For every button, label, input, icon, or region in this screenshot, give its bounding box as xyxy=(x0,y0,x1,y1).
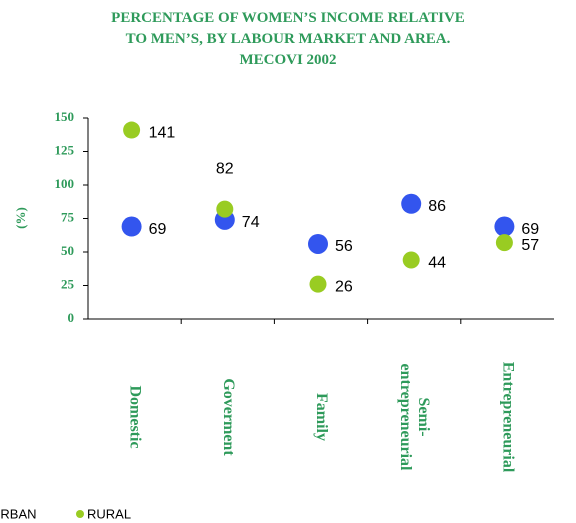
y-axis-label: (%) xyxy=(13,207,28,229)
y-tick-label: 25 xyxy=(61,276,75,291)
y-tick-label: 100 xyxy=(55,176,75,191)
title-line: PERCENTAGE OF WOMEN’S INCOME RELATIVE xyxy=(111,10,465,26)
value-label: 86 xyxy=(428,198,446,215)
dot xyxy=(216,200,234,218)
y-tick-label: 0 xyxy=(68,310,75,325)
title-line: MECOVI 2002 xyxy=(239,52,337,68)
value-label: 141 xyxy=(149,124,176,141)
dot xyxy=(121,216,142,237)
dot xyxy=(309,275,327,293)
y-tick-label: 50 xyxy=(61,243,74,258)
y-tick-label: 150 xyxy=(55,109,75,124)
title-line: TO MEN’S, BY LABOUR MARKET AND AREA. xyxy=(125,31,451,47)
dot xyxy=(495,234,513,252)
x-tick-label: Domestic xyxy=(126,385,144,449)
value-label: 74 xyxy=(242,214,260,231)
value-label: 69 xyxy=(149,221,167,238)
y-tick-label: 75 xyxy=(61,209,75,224)
value-label: 82 xyxy=(216,160,234,177)
dot xyxy=(308,233,328,254)
value-label: 44 xyxy=(428,254,446,271)
legend-label: RURAL xyxy=(87,506,131,521)
dot xyxy=(494,216,515,237)
value-label: 57 xyxy=(521,237,539,254)
chart-title: PERCENTAGE OF WOMEN’S INCOME RELATIVE TO … xyxy=(0,8,576,71)
dot xyxy=(123,121,141,139)
value-label: 56 xyxy=(335,238,353,255)
dot xyxy=(401,193,422,214)
value-label: 69 xyxy=(521,221,539,238)
x-tick-label: Entrepreneurial xyxy=(499,361,517,473)
legend-label: URBAN xyxy=(0,506,37,521)
value-label: 26 xyxy=(335,278,353,295)
legend-marker xyxy=(76,510,84,518)
dot xyxy=(402,251,420,269)
x-tick-label: Family xyxy=(313,393,330,441)
x-tick-label: Goverment xyxy=(219,378,237,456)
x-tick-label: Semi-entrepreneurial xyxy=(397,363,433,471)
y-tick-label: 125 xyxy=(55,142,75,157)
